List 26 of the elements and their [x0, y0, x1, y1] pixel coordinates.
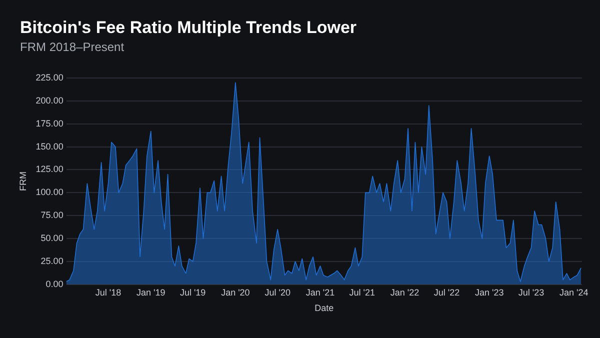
y-tick-label: 175.00	[36, 118, 64, 128]
x-tick-label: Jan '24	[560, 287, 588, 298]
x-tick-label: Jan '23	[474, 287, 504, 298]
y-tick-label: 125.00	[36, 164, 64, 174]
x-tick-label: Jan '21	[306, 287, 335, 298]
x-tick-label: Jul '18	[95, 287, 122, 298]
chart-subtitle: FRM 2018–Present	[20, 40, 124, 54]
y-tick-label: 75.00	[40, 210, 64, 220]
y-tick-label: 50.00	[40, 233, 64, 244]
x-tick-label: Jul '21	[349, 287, 376, 298]
x-tick-label: Jan '22	[390, 287, 420, 298]
x-tick-label: Jan '19	[136, 287, 166, 298]
x-axis-title: Date	[314, 303, 334, 314]
x-tick-label: Jan '20	[221, 287, 250, 298]
y-tick-label: 225.00	[36, 72, 64, 82]
x-tick-label: Jul '20	[264, 287, 290, 298]
x-tick-label: Jul '23	[518, 287, 544, 298]
y-tick-label: 0.00	[46, 278, 64, 289]
y-axis-title: FRM	[18, 171, 28, 191]
y-tick-label: 200.00	[36, 95, 64, 106]
chart-title: Bitcoin's Fee Ratio Multiple Trends Lower	[20, 18, 357, 38]
y-tick-label: 100.00	[36, 187, 64, 198]
x-tick-label: Jul '19	[180, 287, 206, 298]
y-tick-label: 25.00	[40, 256, 64, 266]
y-tick-label: 150.00	[36, 141, 64, 152]
x-tick-label: Jul '22	[434, 287, 460, 298]
